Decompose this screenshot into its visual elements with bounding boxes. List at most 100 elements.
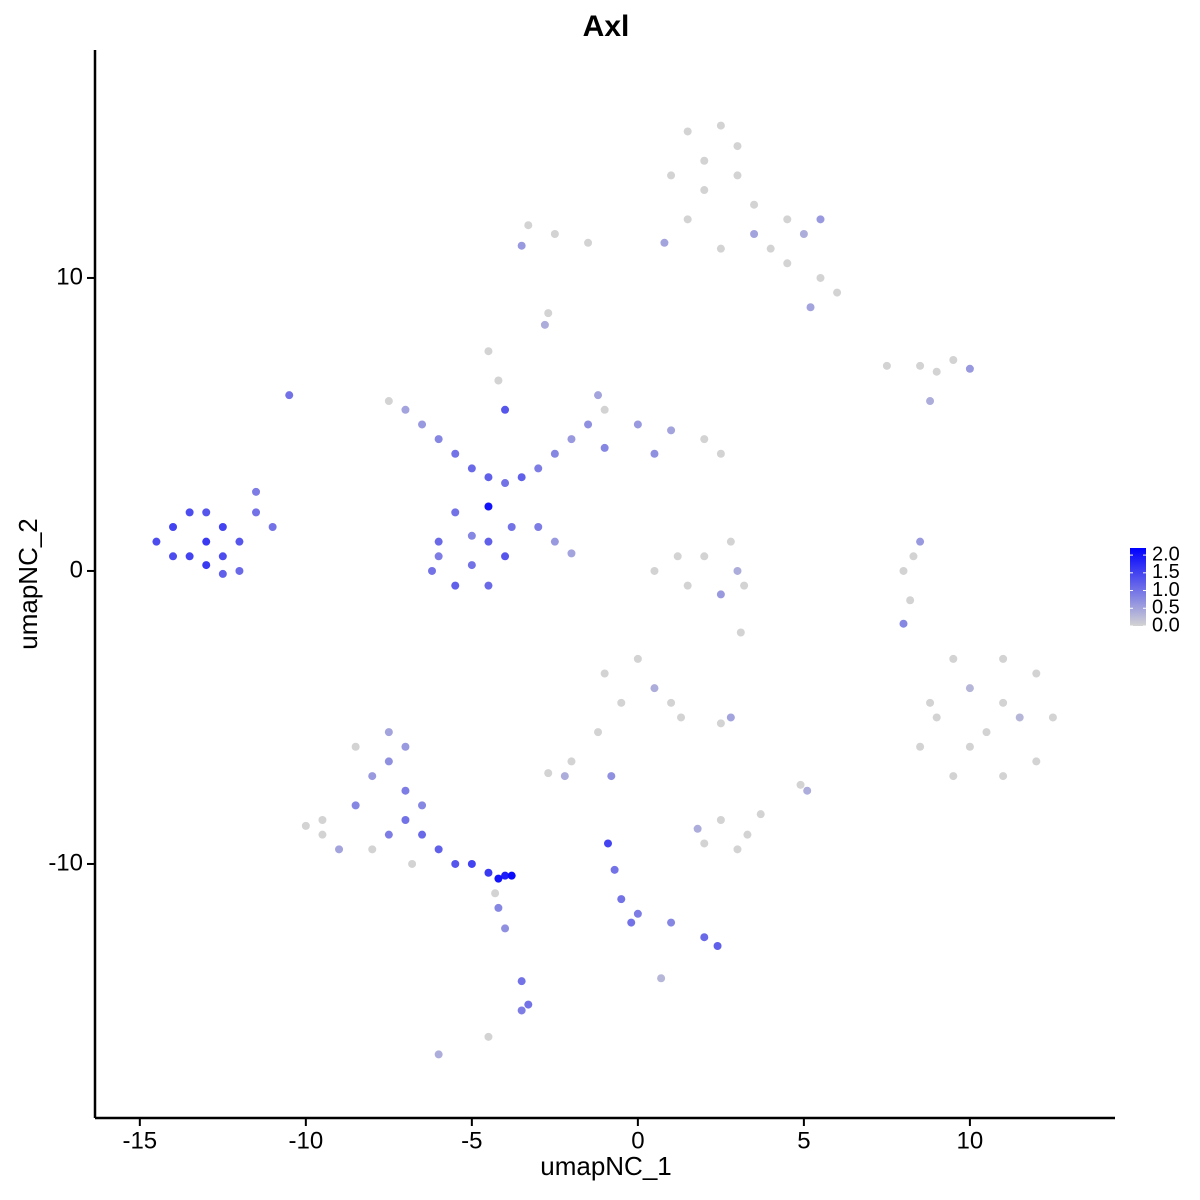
point xyxy=(484,537,493,546)
point xyxy=(693,824,702,833)
point xyxy=(949,355,958,364)
point xyxy=(401,742,410,751)
point xyxy=(301,821,310,830)
point xyxy=(484,868,493,877)
point xyxy=(524,1000,533,1009)
point xyxy=(667,426,676,435)
point xyxy=(899,566,908,575)
point xyxy=(517,1006,526,1015)
point xyxy=(202,508,211,517)
point xyxy=(517,473,526,482)
point xyxy=(467,464,476,473)
point xyxy=(667,171,676,180)
x-tick-label: -5 xyxy=(461,1127,482,1154)
point xyxy=(716,590,725,599)
point xyxy=(899,619,908,628)
colorbar-label: 1.5 xyxy=(1152,561,1180,583)
point xyxy=(916,361,925,370)
point xyxy=(600,669,609,678)
colorbar-label: 0.0 xyxy=(1152,614,1180,636)
point xyxy=(700,933,709,942)
point xyxy=(1032,669,1041,678)
point xyxy=(567,757,576,766)
point xyxy=(650,449,659,458)
point xyxy=(607,772,616,781)
chart-title: Axl xyxy=(583,10,630,43)
point xyxy=(716,719,725,728)
point xyxy=(202,561,211,570)
y-tick-label: 10 xyxy=(56,263,83,290)
point xyxy=(567,549,576,558)
point xyxy=(451,859,460,868)
point xyxy=(467,531,476,540)
point xyxy=(268,523,277,532)
point xyxy=(401,405,410,414)
point xyxy=(335,845,344,854)
point xyxy=(218,523,227,532)
point xyxy=(617,698,626,707)
point xyxy=(783,215,792,224)
point xyxy=(700,552,709,561)
point xyxy=(494,903,503,912)
point xyxy=(185,508,194,517)
point xyxy=(351,801,360,810)
point xyxy=(766,244,775,253)
point xyxy=(501,479,510,488)
colorbar-label: 0.5 xyxy=(1152,597,1180,619)
point xyxy=(600,443,609,452)
point xyxy=(833,288,842,297)
point xyxy=(726,537,735,546)
point xyxy=(932,367,941,376)
colorbar-label: 1.0 xyxy=(1152,579,1180,601)
point xyxy=(965,684,974,693)
point xyxy=(999,698,1008,707)
point xyxy=(451,508,460,517)
point xyxy=(318,830,327,839)
point xyxy=(683,215,692,224)
point xyxy=(584,420,593,429)
point xyxy=(544,309,553,318)
point xyxy=(733,171,742,180)
point xyxy=(484,473,493,482)
x-tick-label: -15 xyxy=(122,1127,157,1154)
point xyxy=(633,909,642,918)
point xyxy=(567,435,576,444)
point xyxy=(594,391,603,400)
point xyxy=(799,230,808,239)
point xyxy=(932,713,941,722)
point xyxy=(169,523,178,532)
point xyxy=(544,769,553,778)
point xyxy=(650,566,659,575)
point xyxy=(1015,713,1024,722)
point xyxy=(467,859,476,868)
point xyxy=(434,552,443,561)
point xyxy=(434,1050,443,1059)
point xyxy=(713,942,722,951)
points xyxy=(152,121,1057,1059)
point xyxy=(550,230,559,239)
colorbar-label: 2.0 xyxy=(1152,543,1180,565)
point xyxy=(451,581,460,590)
point xyxy=(716,244,725,253)
point xyxy=(949,654,958,663)
point xyxy=(428,566,437,575)
point xyxy=(965,364,974,373)
point xyxy=(384,757,393,766)
point xyxy=(716,121,725,130)
point xyxy=(796,780,805,789)
point xyxy=(484,581,493,590)
point xyxy=(982,728,991,737)
point xyxy=(418,830,427,839)
point xyxy=(600,405,609,414)
point xyxy=(507,871,516,880)
point xyxy=(756,810,765,819)
point xyxy=(252,487,261,496)
point xyxy=(418,420,427,429)
y-tick-label: -10 xyxy=(48,849,83,876)
point xyxy=(491,889,500,898)
point xyxy=(783,259,792,268)
point xyxy=(949,772,958,781)
point xyxy=(882,361,891,370)
point xyxy=(633,420,642,429)
